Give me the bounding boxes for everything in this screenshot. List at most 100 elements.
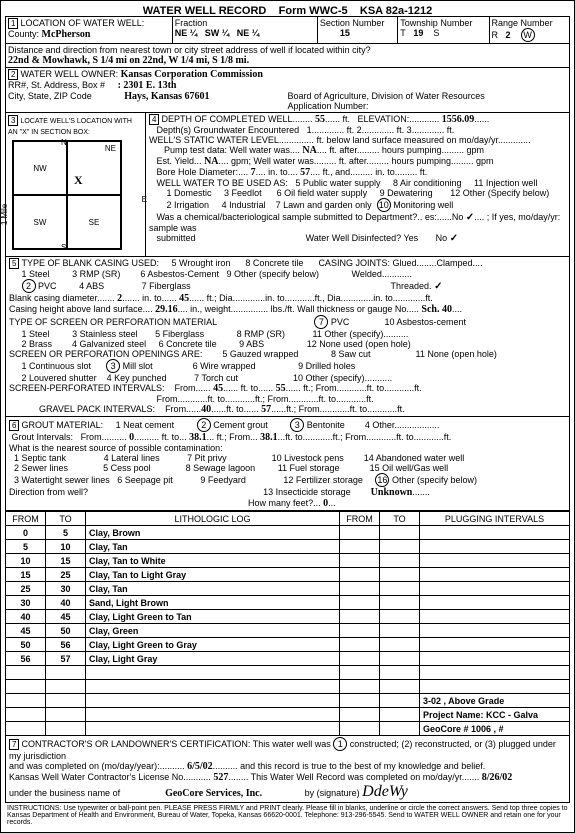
bore-label: Bore Hole Diameter: bbox=[157, 167, 239, 177]
addr: : 2301 E. 13th bbox=[118, 80, 177, 91]
c4: 4 ABS bbox=[79, 281, 104, 291]
sc5: 5 Fiberglass bbox=[155, 329, 204, 339]
sub-label: submitted bbox=[157, 233, 196, 243]
contam-label: What is the nearest source of possible c… bbox=[9, 443, 223, 453]
sc4: 4 Galvanized steel bbox=[72, 339, 146, 349]
u12: 12 Other (Specify below) bbox=[450, 188, 549, 198]
p1: 45 bbox=[213, 383, 223, 394]
th-lith: LITHOLOGIC LOG bbox=[86, 512, 340, 526]
dir-label: Direction from well? bbox=[9, 487, 88, 497]
th-plug: PLUGGING INTERVALS bbox=[420, 512, 570, 526]
joints: CASING JOINTS: Glued........Clamped bbox=[318, 258, 472, 268]
owner: Kansas Corporation Commission bbox=[121, 69, 263, 80]
sc7c: 7 bbox=[314, 315, 328, 329]
table-row: 5657Clay, Light Gray bbox=[6, 652, 570, 666]
board: Board of Agriculture, Division of Water … bbox=[288, 91, 485, 101]
table-row: 4550Clay, Green bbox=[6, 624, 570, 638]
elev-label: ELEVATION: bbox=[358, 114, 410, 124]
app-label: Application Number: bbox=[288, 101, 369, 111]
c7: 7 Fiberglass bbox=[142, 281, 191, 291]
cc13: 13 Insecticide storage bbox=[263, 487, 351, 497]
section: 15 bbox=[340, 28, 350, 38]
cc9: 9 Feedyard bbox=[200, 475, 246, 485]
u8: 8 Air conditioning bbox=[393, 178, 462, 188]
gto1: ft. to bbox=[162, 432, 180, 442]
table-row: 05Clay, Brown bbox=[6, 526, 570, 540]
q-nw: NW bbox=[13, 141, 67, 195]
v2: 38.1 bbox=[260, 432, 278, 443]
s7-true: and this record is true to the best of m… bbox=[240, 761, 485, 771]
depth: 55 bbox=[315, 114, 325, 125]
sc2: 2 Brass bbox=[22, 339, 53, 349]
ftdia: ft.; Dia. bbox=[207, 293, 236, 303]
inweight: in., weight bbox=[190, 304, 231, 314]
ff1: ft.; From bbox=[303, 383, 337, 393]
bore2: 57 bbox=[300, 167, 310, 178]
g3c: 3 bbox=[290, 418, 304, 432]
table-row: Project Name: KCC - Galva bbox=[6, 708, 570, 722]
lic: 527 bbox=[213, 772, 228, 783]
est-na: NA bbox=[204, 156, 218, 167]
pump-label: Pump test data: Well water was bbox=[164, 145, 290, 155]
table-row: GeoCore # 1006 , # bbox=[6, 722, 570, 736]
c8: 8 Concrete tile bbox=[245, 258, 303, 268]
twp-s: S bbox=[433, 28, 439, 38]
twp: 19 bbox=[413, 28, 423, 38]
cc16: Other (specify below) bbox=[392, 475, 477, 485]
o1: 1 Continuous slot bbox=[22, 361, 92, 371]
f2: SW ¼ bbox=[205, 28, 230, 38]
pump-na: NA bbox=[302, 145, 316, 156]
mile: 1 Mile bbox=[0, 204, 9, 225]
ft: ft. bbox=[343, 114, 351, 124]
th-from: FROM bbox=[6, 512, 46, 526]
p2: 55 bbox=[276, 383, 286, 394]
sc3: 3 Stainless steel bbox=[72, 329, 138, 339]
g1l: 1 Neat cement bbox=[116, 420, 175, 430]
table-row: 1525Clay, Tan to Light Gray bbox=[6, 568, 570, 582]
sec-label: Section Number bbox=[320, 18, 395, 28]
table-row bbox=[6, 680, 570, 694]
county: McPherson bbox=[42, 29, 91, 40]
o9: 9 Drilled holes bbox=[298, 361, 355, 371]
cc3: 3 Watertight sewer lines bbox=[14, 475, 110, 485]
o4: 4 Key punched bbox=[107, 373, 167, 383]
bus-label: under the business name of bbox=[9, 788, 120, 798]
hours2: hours pumping bbox=[391, 156, 451, 166]
cc12: 12 Fertilizer storage bbox=[283, 475, 363, 485]
o6: 6 Wire wrapped bbox=[193, 361, 256, 371]
cc8: 8 Sewage lagoon bbox=[186, 463, 256, 473]
to1: ft. to bbox=[241, 383, 259, 393]
gfrom: From bbox=[81, 432, 102, 442]
height-label: Casing height above land surface bbox=[9, 304, 143, 314]
sc6: 6 Concrete tile bbox=[159, 339, 217, 349]
g1: 40 bbox=[201, 404, 211, 415]
form: Form WWC-5 bbox=[279, 5, 348, 17]
u10c: 10 bbox=[377, 198, 391, 212]
c3: 3 RMP (SR) bbox=[72, 269, 120, 279]
lithologic-log-table: FROM TO LITHOLOGIC LOG FROM TO PLUGGING … bbox=[5, 511, 570, 736]
s2-label: WATER WELL OWNER: bbox=[20, 69, 118, 79]
dia2: 45 bbox=[179, 293, 189, 304]
u6: 6 Oil field water supply bbox=[277, 188, 368, 198]
th-from2: FROM bbox=[340, 512, 380, 526]
hours1: hours pumping bbox=[382, 145, 442, 155]
s6-label: GROUT MATERIAL: bbox=[21, 420, 103, 430]
signature: DdeWy bbox=[362, 783, 408, 800]
o11: 11 None (open hole) bbox=[416, 349, 497, 359]
rng-label: Range Number bbox=[492, 18, 567, 28]
u9: 9 Dewatering bbox=[380, 188, 433, 198]
rec-label: This Water Well Record was completed on … bbox=[251, 772, 462, 782]
gff1: ft.; From bbox=[217, 432, 251, 442]
sc11: 11 Other (specify) bbox=[313, 329, 384, 339]
o7: 7 Torch cut bbox=[194, 373, 238, 383]
s7-date: 6/5/02 bbox=[187, 761, 213, 772]
title: WATER WELL RECORD bbox=[143, 5, 267, 17]
unknown: Unknown bbox=[371, 487, 413, 498]
table-row: 510Clay, Tan bbox=[6, 540, 570, 554]
s1-label: LOCATION OF WATER WELL: bbox=[20, 18, 144, 28]
chk1: ✓ bbox=[466, 212, 474, 223]
c2c: 2 bbox=[22, 279, 36, 293]
yesno: es:......No bbox=[425, 212, 464, 222]
twp-t: T bbox=[400, 28, 406, 38]
u2: 2 Irrigation bbox=[167, 200, 210, 210]
